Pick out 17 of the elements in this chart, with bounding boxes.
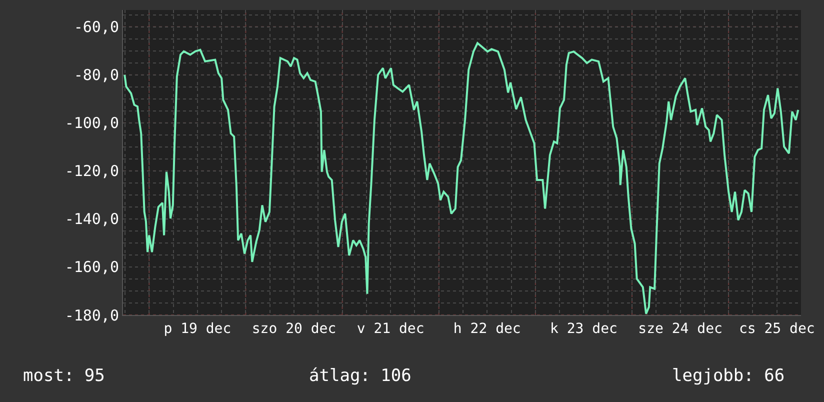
- x-tick-label: sze 24 dec: [638, 320, 722, 337]
- y-tick-label: -120,0: [64, 162, 119, 180]
- x-tick-label: p 19 dec: [164, 320, 232, 337]
- y-tick-label: -80,0: [74, 66, 119, 84]
- text: átlag: 106: [309, 366, 412, 386]
- x-tick-label: cs 25 dec: [738, 320, 815, 337]
- y-tick-label: -100,0: [64, 114, 119, 132]
- text: legjobb: 66: [672, 366, 785, 386]
- y-tick-label: -140,0: [64, 210, 119, 228]
- x-tick-label: k 23 dec: [550, 320, 618, 337]
- y-tick-label: -60,0: [74, 18, 119, 36]
- x-tick-label: v 21 dec: [356, 320, 424, 337]
- y-tick-label: -160,0: [64, 258, 119, 276]
- x-tick-label: h 22 dec: [453, 320, 521, 337]
- y-tick-label: -180,0: [64, 306, 119, 324]
- text: most: 95: [23, 366, 105, 386]
- x-tick-label: szo 20 dec: [252, 320, 336, 337]
